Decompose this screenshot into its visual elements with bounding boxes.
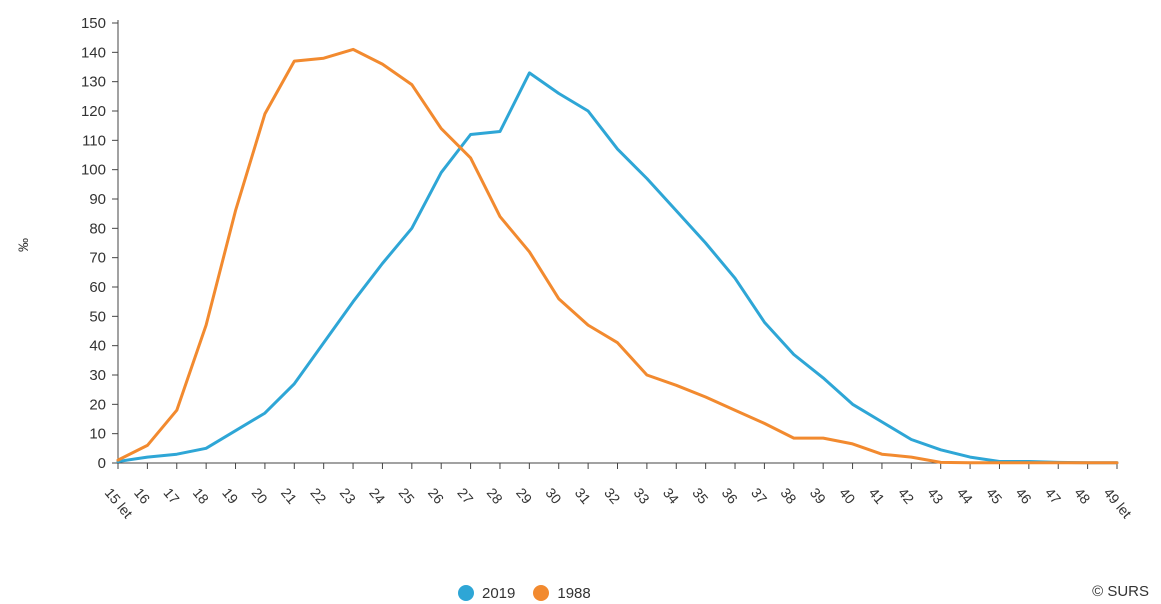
x-tick-label: 32 [601,485,623,507]
x-tick-label: 16 [131,485,153,507]
x-tick-label: 41 [866,485,888,507]
x-tick-label: 15 let [102,485,136,522]
x-tick-label: 27 [454,485,476,507]
y-tick-label: 60 [89,279,106,296]
x-tick-label: 36 [719,485,741,507]
x-tick-label: 45 [983,485,1005,507]
x-tick-label: 42 [895,485,917,507]
x-tick-label: 47 [1042,485,1064,507]
x-tick-label: 31 [572,485,594,507]
x-tick-label: 20 [249,485,271,507]
x-tick-label: 30 [542,485,564,507]
x-tick-label: 33 [631,485,653,507]
legend: 2019 1988 [458,582,601,604]
x-tick-label: 39 [807,485,829,507]
x-tick-label: 35 [689,485,711,507]
y-tick-label: 20 [89,396,106,413]
legend-label-1988: 1988 [557,584,591,602]
x-tick-label: 49 let [1101,485,1135,522]
y-tick-label: 140 [81,44,106,61]
x-tick-label: 23 [337,485,359,507]
x-tick-label: 28 [484,485,506,507]
x-tick-label: 17 [160,485,182,507]
x-tick-label: 18 [190,485,212,507]
y-axis-label: ‰ [15,238,31,252]
y-tick-label: 30 [89,367,106,384]
x-tick-label: 26 [425,485,447,507]
legend-marker-1988 [533,585,550,601]
chart-axes: 0 10 20 30 40 50 60 70 80 90 100 110 120 130 140 150 ‰ 15… [15,15,1135,521]
x-tick-label: 24 [366,485,388,507]
chart-series [116,47,1119,465]
y-tick-label: 120 [81,103,106,120]
x-tick-label: 38 [777,485,799,507]
x-tick-label: 34 [660,485,682,507]
y-tick-label: 150 [81,15,106,32]
x-tick-label: 21 [278,485,300,507]
x-tick-label: 48 [1071,485,1093,507]
x-tick-label: 22 [307,485,329,507]
y-tick-label: 0 [98,455,106,472]
y-tick-label: 50 [89,308,106,325]
x-tick-label: 29 [513,485,535,507]
legend-item-2019[interactable]: 2019 [458,585,515,602]
x-tick-label: 44 [954,485,976,507]
legend-marker-2019 [458,585,474,601]
y-tick-label: 100 [81,162,106,179]
credit-label: © SURS [1092,583,1149,600]
y-tick-label: 80 [89,220,106,237]
legend-label-2019: 2019 [482,584,516,602]
x-tick-label: 43 [924,485,946,507]
y-tick-label: 10 [89,426,106,443]
y-tick-label: 90 [89,191,106,208]
x-tick-label: 40 [836,485,858,507]
x-tick-label: 37 [748,485,770,507]
series-line-1988 [116,47,1119,465]
y-tick-label: 130 [81,74,106,91]
y-tick-label: 70 [89,250,106,267]
y-tick-label: 40 [89,338,106,355]
x-tick-label: 46 [1013,485,1035,507]
legend-item-1988[interactable]: 1988 [533,584,591,602]
y-tick-label: 110 [82,132,106,149]
series-line-2019 [116,71,1119,465]
x-tick-label: 25 [396,485,418,507]
x-tick-label: 19 [219,485,241,507]
